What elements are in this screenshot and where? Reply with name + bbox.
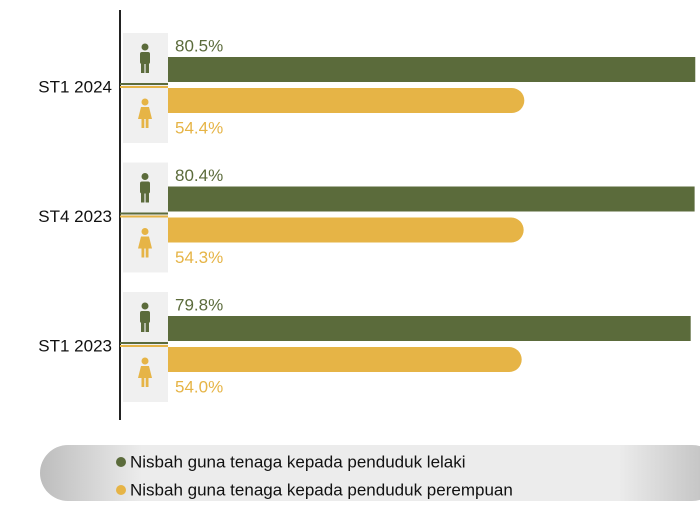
bar: [168, 57, 696, 82]
bar: [168, 88, 525, 113]
legend-box: [40, 445, 700, 501]
value-label: 80.4%: [175, 166, 223, 185]
female-icon: [138, 107, 152, 119]
value-label: 54.0%: [175, 377, 223, 396]
value-label: 80.5%: [175, 36, 223, 55]
male-icon: [145, 322, 149, 332]
category-label: ST1 2024: [38, 77, 112, 96]
bar: [168, 217, 524, 243]
category-label: ST1 2023: [38, 336, 112, 355]
bar: [168, 347, 522, 372]
female-icon: [138, 236, 152, 249]
male-icon: [141, 302, 149, 310]
male-icon: [145, 192, 149, 203]
bar: [168, 316, 691, 341]
female-icon: [138, 366, 152, 378]
value-label: 79.8%: [175, 295, 223, 314]
female-icon: [145, 377, 149, 387]
female-icon: [145, 247, 149, 258]
male-icon: [141, 192, 145, 203]
female-icon: [145, 118, 149, 128]
category-label: ST4 2023: [38, 207, 112, 226]
male-icon: [141, 63, 145, 73]
male-icon: [140, 52, 150, 64]
female-icon: [141, 247, 145, 258]
value-label: 54.4%: [175, 118, 223, 137]
female-icon: [141, 98, 149, 106]
male-icon: [145, 63, 149, 73]
legend-marker: [116, 485, 126, 495]
male-icon: [141, 173, 149, 180]
legend-label: Nisbah guna tenaga kepada penduduk lelak…: [130, 452, 466, 471]
legend-marker: [116, 457, 126, 467]
female-icon: [141, 377, 145, 387]
bar: [168, 186, 695, 212]
female-icon: [141, 118, 145, 128]
female-icon: [141, 357, 149, 365]
female-icon: [141, 228, 149, 235]
value-label: 54.3%: [175, 248, 223, 267]
male-icon: [141, 43, 149, 51]
male-icon: [141, 322, 145, 332]
legend-label: Nisbah guna tenaga kepada penduduk perem…: [130, 480, 513, 499]
male-icon: [140, 311, 150, 323]
male-icon: [140, 181, 150, 194]
